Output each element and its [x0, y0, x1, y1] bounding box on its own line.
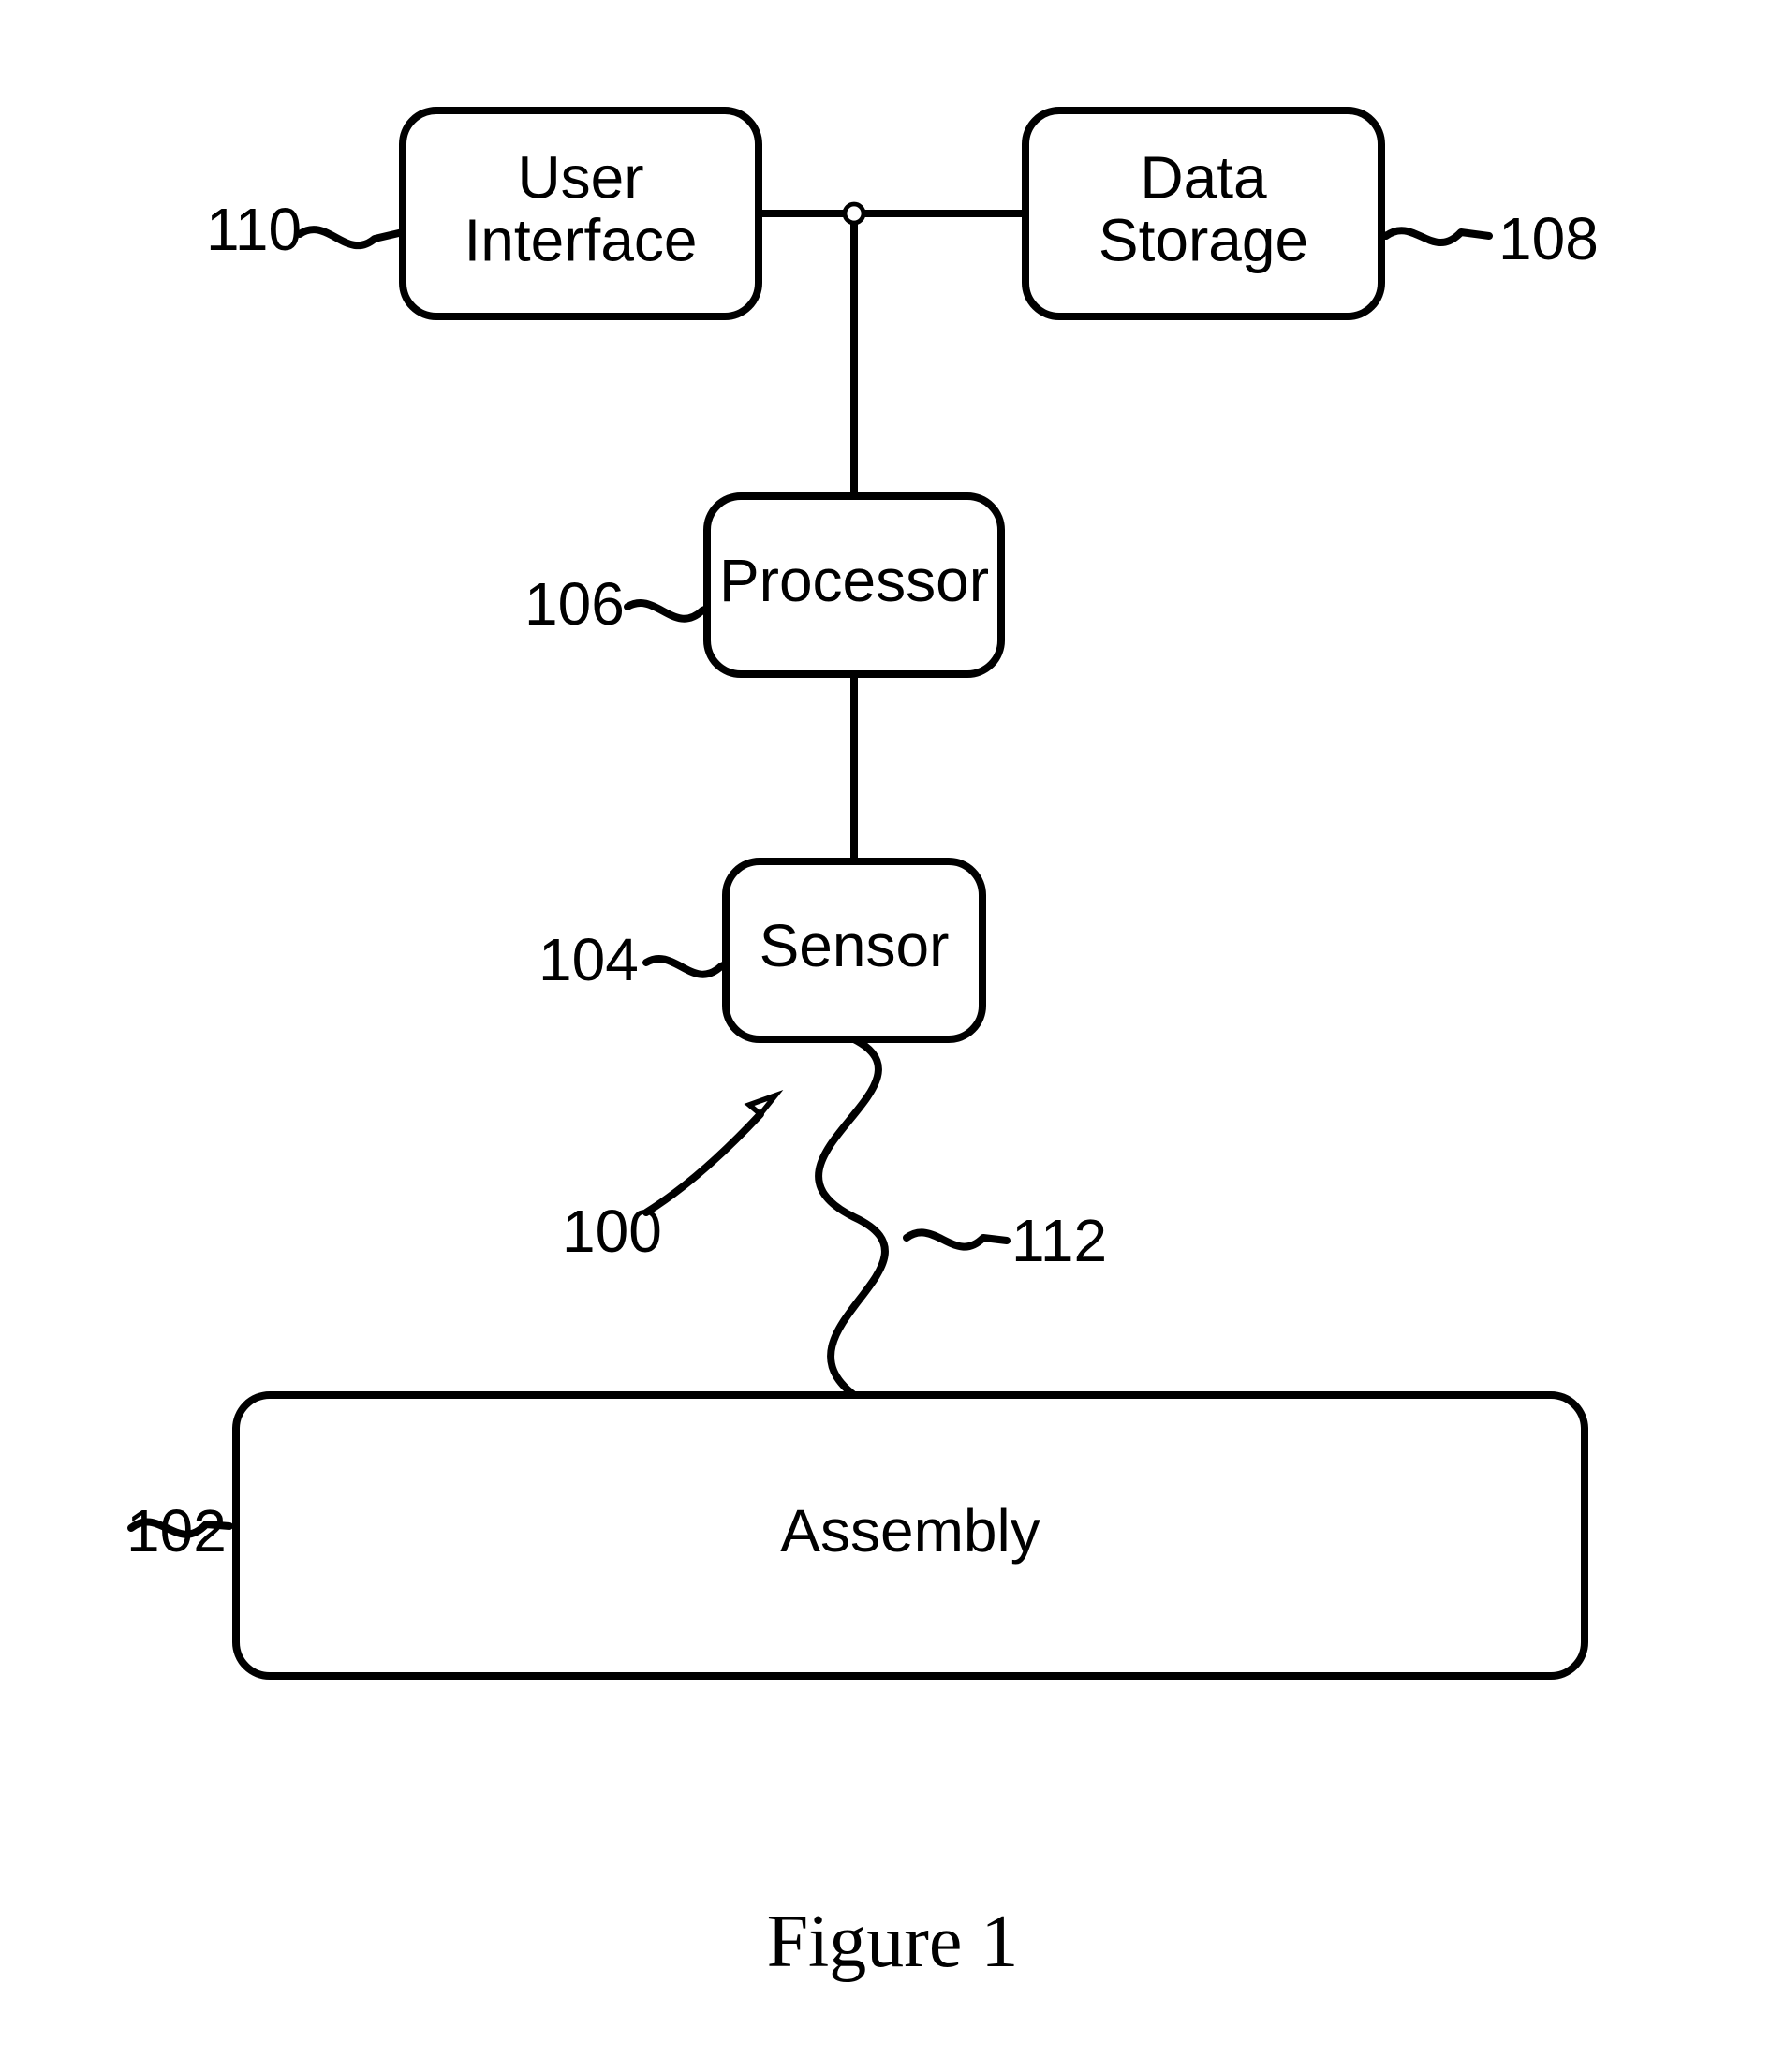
junction-dot	[845, 204, 863, 223]
node-label-assembly: Assembly	[780, 1497, 1040, 1565]
ref-r102: 102	[126, 1497, 229, 1565]
node-label-user_interface-line1: User	[517, 143, 643, 211]
node-label-user_interface-line2: Interface	[464, 207, 697, 274]
ref-label-r108: 108	[1498, 205, 1599, 272]
figure-title: Figure 1	[767, 1901, 1019, 1983]
ref-label-r100: 100	[562, 1198, 662, 1265]
node-label-data_storage-line1: Data	[1140, 143, 1267, 211]
node-user_interface: UserInterface	[403, 110, 759, 316]
ref-label-r112: 112	[1011, 1207, 1107, 1274]
node-data_storage: DataStorage	[1025, 110, 1381, 316]
ref-label-r106: 106	[524, 570, 625, 638]
node-assembly: Assembly	[236, 1395, 1585, 1676]
node-label-sensor: Sensor	[760, 912, 950, 979]
ref-label-r110: 110	[206, 196, 302, 263]
ref-label-r104: 104	[538, 926, 639, 993]
node-label-data_storage-line2: Storage	[1099, 207, 1308, 274]
node-processor: Processor	[707, 496, 1001, 674]
node-sensor: Sensor	[726, 861, 982, 1039]
node-label-processor: Processor	[719, 547, 989, 614]
